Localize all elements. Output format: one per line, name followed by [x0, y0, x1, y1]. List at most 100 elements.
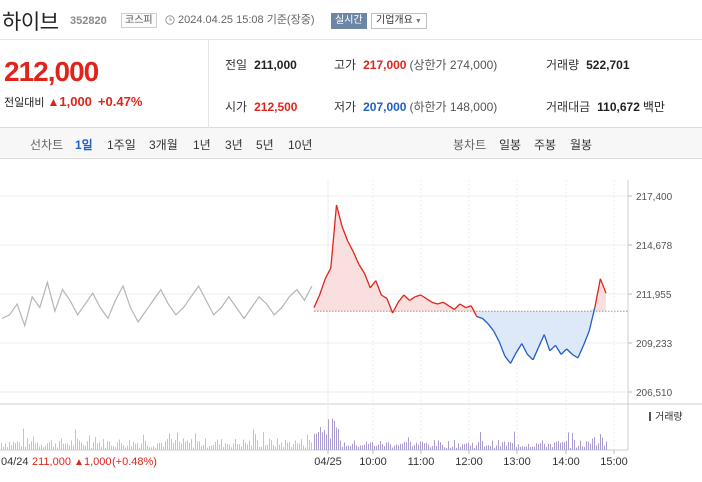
volume-bar-today: [466, 443, 467, 450]
tab-1y[interactable]: 1년: [193, 138, 211, 152]
volume-bar-prev: [35, 443, 36, 450]
volume-bar-today: [446, 447, 447, 450]
volume-bar-prev: [257, 439, 258, 450]
price-segment: [375, 280, 383, 296]
volume-bar-today: [582, 446, 583, 450]
volume-bar-prev: [297, 443, 298, 450]
volume-bar-today: [592, 438, 593, 450]
price-segment: [403, 294, 410, 301]
price-segment: [381, 294, 388, 300]
realtime-button[interactable]: 실시간: [331, 13, 367, 29]
volume-bar-prev: [233, 443, 234, 450]
amount-value: 110,672: [597, 100, 640, 114]
volume-bar-prev: [279, 444, 280, 450]
volume-bar-prev: [249, 440, 250, 450]
chevron-down-icon: ▼: [414, 18, 422, 25]
volume-bar-prev: [13, 441, 14, 450]
volume-bar-prev: [25, 446, 26, 450]
volume-bar-prev: [17, 441, 18, 450]
change-label: 전일대비: [4, 97, 45, 109]
volume-bar-prev: [267, 444, 268, 450]
price-segment: [448, 305, 455, 310]
price-change-percent: +0.47%: [97, 94, 143, 109]
price-segment: [341, 226, 349, 242]
market-badge: 코스피: [121, 13, 157, 28]
volume-bar-prev: [9, 442, 10, 450]
tab-monthly[interactable]: 월봉: [570, 138, 593, 152]
y-tick-label: 217,400: [636, 192, 673, 203]
volume-bar-prev: [131, 446, 132, 450]
volume-bar-prev: [271, 440, 272, 450]
volume-bar-prev: [69, 445, 70, 450]
price-segment: [347, 240, 354, 253]
tab-daily[interactable]: 일봉: [499, 138, 522, 152]
volume-bar-today: [586, 441, 587, 450]
volume-bar-prev: [283, 446, 284, 450]
tab-3y[interactable]: 3년: [225, 138, 243, 152]
volume-bar-today: [572, 432, 573, 450]
volume-bar-today: [346, 446, 347, 450]
volume-bar-today: [474, 447, 475, 450]
tab-5y[interactable]: 5년: [256, 138, 274, 152]
x-tick-label: 15:00: [600, 456, 628, 468]
volume-bar-prev: [203, 444, 204, 450]
volume-bar-today: [496, 445, 497, 450]
price-segment: [504, 355, 512, 364]
volume-bar-prev: [37, 442, 38, 450]
volume-bar-prev: [261, 446, 262, 450]
stock-name[interactable]: 하이브: [2, 11, 59, 34]
volume-bar-prev: [85, 445, 86, 450]
price-segment: [335, 204, 343, 227]
volume-bar-prev: [157, 443, 158, 450]
x-tick-label: 10:00: [359, 456, 387, 468]
volume-bar-prev: [275, 446, 276, 450]
volume-bar-today: [418, 444, 419, 450]
volume-bar-today: [338, 429, 339, 450]
volume-bar-today: [526, 446, 527, 450]
y-tick-label: 214,678: [636, 241, 673, 252]
volume-bar-today: [400, 444, 401, 450]
volume-bar-today: [412, 446, 413, 450]
tab-weekly[interactable]: 주봉: [534, 138, 557, 152]
volume-bar-prev: [47, 443, 48, 450]
volume-bar-today: [596, 445, 597, 450]
volume-bar-prev: [29, 443, 30, 450]
volume-bar-today: [570, 447, 571, 450]
volume-bar-today: [598, 443, 599, 450]
volume-bar-today: [574, 440, 575, 450]
volume-bar-prev: [311, 442, 312, 450]
volume-bar-today: [478, 441, 479, 450]
volume-bar-today: [454, 440, 455, 450]
volume-bar-prev: [199, 441, 200, 450]
volume-bar-today: [566, 441, 567, 450]
volume-bar-prev: [303, 445, 304, 450]
tab-1d[interactable]: 1일: [75, 138, 93, 152]
tab-10y[interactable]: 10년: [288, 138, 313, 152]
tab-3m[interactable]: 3개월: [149, 138, 178, 152]
company-overview-dropdown[interactable]: 기업개요 ▼: [371, 13, 427, 29]
volume-bar-today: [462, 444, 463, 450]
volume-bar-prev: [15, 443, 16, 450]
volume-bar-prev: [225, 443, 226, 450]
volume-bar-today: [490, 446, 491, 450]
prev-close: 전일 211,000: [225, 56, 297, 73]
volume-bar-today: [360, 445, 361, 450]
price-segment: [566, 348, 573, 355]
price-summary: 212,000 전일대비 ▲1,000 +0.47% 전일 211,000 고가 217…: [0, 40, 702, 128]
y-tick-label: 211,955: [636, 290, 672, 301]
volume-bar-today: [578, 445, 579, 450]
volume-bar-prev: [111, 445, 112, 450]
volume-bar-today: [390, 444, 391, 450]
tab-1w[interactable]: 1주일: [107, 138, 136, 152]
volume-bar-prev: [153, 446, 154, 450]
price-segment: [509, 352, 517, 364]
volume-bar-today: [500, 446, 501, 450]
volume-bar-prev: [241, 446, 242, 450]
volume-value: 522,701: [586, 58, 630, 72]
volume-bar-prev: [215, 442, 216, 450]
volume-bar-prev: [307, 434, 308, 450]
volume-bar-prev: [39, 446, 40, 450]
volume-bar-prev: [163, 446, 164, 450]
intraday-price-chart[interactable]: 217,400 214,678 211,955 209,233 206,510 04/2…: [0, 160, 702, 482]
volume-bar-prev: [71, 440, 72, 450]
